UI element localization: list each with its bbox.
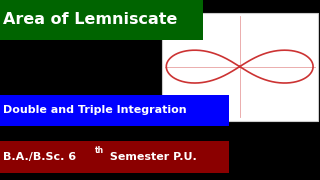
FancyBboxPatch shape xyxy=(162,13,318,121)
FancyBboxPatch shape xyxy=(0,94,229,126)
Text: Area of Lemniscate: Area of Lemniscate xyxy=(3,12,178,27)
Text: th: th xyxy=(94,146,104,155)
Text: Double and Triple Integration: Double and Triple Integration xyxy=(3,105,187,115)
FancyBboxPatch shape xyxy=(0,0,203,40)
Text: B.A./B.Sc. 6: B.A./B.Sc. 6 xyxy=(3,152,76,162)
Text: Semester P.U.: Semester P.U. xyxy=(106,152,196,162)
FancyBboxPatch shape xyxy=(0,141,229,173)
